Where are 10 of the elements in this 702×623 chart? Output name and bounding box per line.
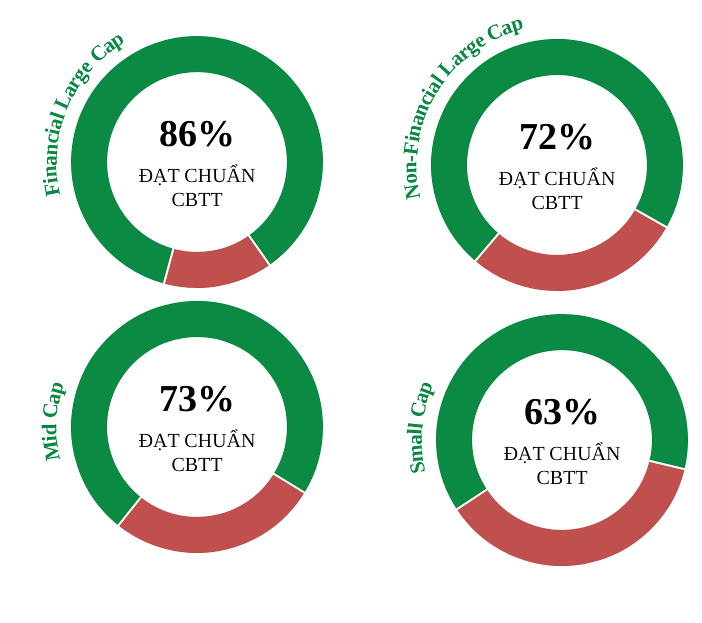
chart-title: Financial Large Cap: [37, 26, 128, 198]
data-label: 72%: [519, 116, 595, 158]
text: ĐẠT CHUẨN CBTT: [502, 442, 622, 490]
data-label: 86%: [159, 112, 235, 155]
text: ĐẠT CHUẨN CBTT: [138, 164, 256, 212]
data-label: 73%: [159, 378, 235, 420]
data-label: 63%: [524, 390, 600, 433]
text: ĐẠT CHUẨN CBTT: [138, 429, 256, 477]
text: Mid Cap: [37, 378, 68, 463]
text: Small Cap: [402, 377, 438, 476]
